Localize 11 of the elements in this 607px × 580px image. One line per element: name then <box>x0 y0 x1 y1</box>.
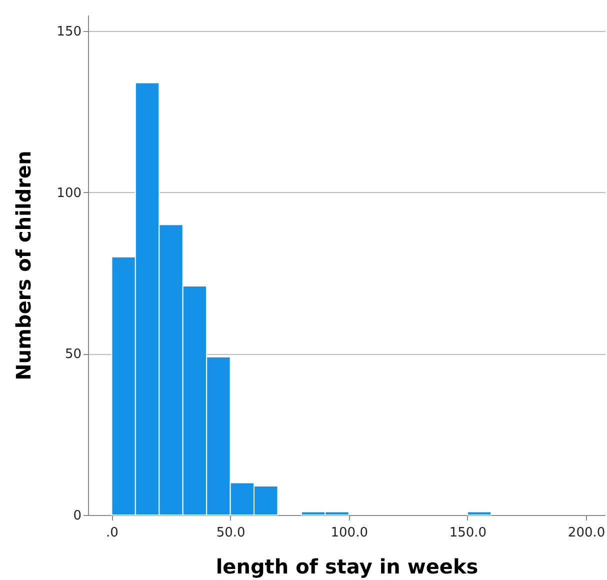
x-axis-title: length of stay in weeks <box>216 554 478 578</box>
x-tick-label: .0 <box>106 526 118 540</box>
y-tick-label: 50 <box>64 347 82 362</box>
x-tick-label: 200.0 <box>568 526 606 540</box>
y-axis-title: Numbers of children <box>12 150 36 380</box>
x-tick-label: 50.0 <box>216 526 246 540</box>
x-tick-label: 100.0 <box>330 526 368 540</box>
x-tick-label: 150.0 <box>449 526 487 540</box>
y-tick-label: 0 <box>73 508 82 524</box>
y-tick-label: 100 <box>56 186 82 201</box>
y-tick-label: 150 <box>56 24 82 40</box>
